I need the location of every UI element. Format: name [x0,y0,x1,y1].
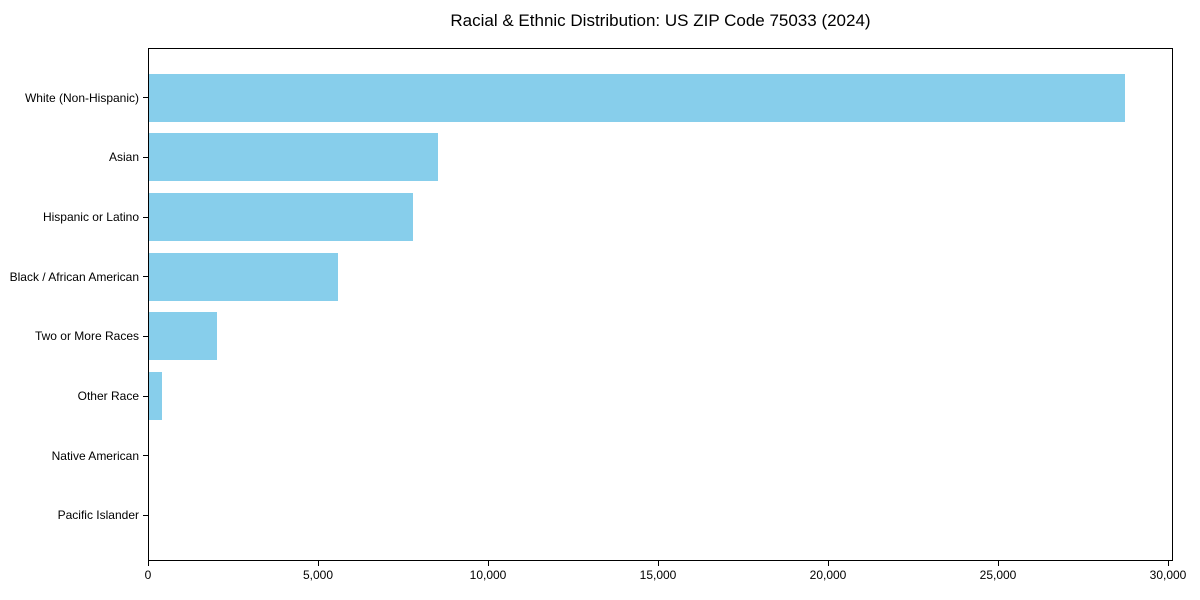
y-tick-mark [143,276,148,278]
x-tick-label: 20,000 [809,568,847,582]
y-tick-mark [143,395,148,397]
x-tick-mark [487,561,489,566]
y-tick-mark [143,455,148,457]
y-axis-label: White (Non-Hispanic) [24,90,139,105]
bar [149,193,413,242]
chart-title: Racial & Ethnic Distribution: US ZIP Cod… [450,11,871,30]
x-tick-label: 30,000 [1149,568,1187,582]
bar [149,312,217,361]
y-axis-label: Hispanic or Latino [42,210,139,225]
y-axis-label: Black / African American [9,269,139,284]
y-axis-label: Native American [51,448,139,463]
y-axis-label: Pacific Islander [57,508,139,523]
x-tick-mark [317,561,319,566]
x-tick-mark [827,561,829,566]
y-tick-mark [143,97,148,99]
y-axis-label: Asian [108,150,139,165]
x-tick-mark [147,561,149,566]
y-axis-label: Other Race [77,389,139,403]
plot-area [148,48,1173,561]
x-tick-mark [997,561,999,566]
bar [149,372,162,420]
bar [149,252,338,301]
x-tick-label: 25,000 [979,568,1017,582]
y-tick-mark [143,514,148,516]
x-tick-mark [1167,561,1169,566]
y-tick-mark [143,156,148,158]
x-tick-label: 5,000 [302,568,334,582]
y-axis-label: Two or More Races [34,329,139,344]
y-tick-mark [143,335,148,337]
x-tick-label: 10,000 [469,568,507,582]
bar [149,133,438,182]
y-tick-mark [143,216,148,218]
x-tick-label: 15,000 [639,568,677,582]
x-tick-mark [657,561,659,566]
bar [149,73,1125,122]
x-tick-label: 0 [144,568,152,582]
